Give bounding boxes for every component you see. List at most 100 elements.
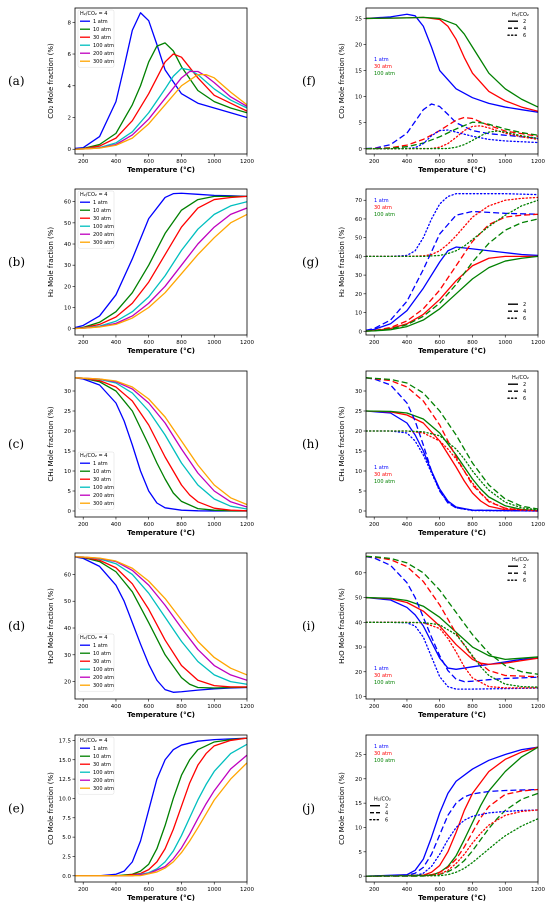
y-tick-label: 15.0 — [59, 758, 72, 764]
series-line-8 — [366, 621, 538, 688]
axes-frame — [365, 7, 539, 155]
legend-entry: 30 atm — [93, 216, 111, 222]
legend-entry: 30 atm — [93, 659, 111, 665]
panel-i: 200 400 600 800 1000 1200 10 20 30 40 50 60 Temperat… — [302, 552, 545, 719]
series-line-10-atm — [75, 556, 247, 689]
x-tick-label: 200 — [78, 704, 89, 710]
y-tick-label: 50 — [64, 599, 71, 605]
x-tick-label: 1000 — [498, 340, 512, 346]
x-axis-label: Temperature (°C) — [418, 347, 486, 355]
panel-letter: (f) — [302, 74, 316, 88]
legend-entry: 100 atm — [93, 224, 114, 230]
y-axis-label: CH₄ Mole fraction (%) — [47, 406, 55, 481]
legend-entry: 30 atm — [93, 35, 111, 41]
y-tick-label: 0.0 — [62, 874, 71, 880]
legend-entry: 10 atm — [93, 208, 111, 214]
x-tick-label: 600 — [143, 340, 154, 346]
series-line-6 — [366, 193, 538, 258]
series-line-2 — [366, 410, 538, 512]
y-tick-label: 15 — [64, 449, 71, 455]
y-tick-label: 30 — [355, 273, 362, 279]
pressure-label: 100 atm — [374, 758, 395, 764]
pressure-label: 30 atm — [374, 673, 392, 679]
x-axis-label: Temperature (°C) — [418, 894, 486, 902]
x-tick-label: 200 — [78, 159, 89, 165]
pressure-label: 100 atm — [374, 71, 395, 77]
panel-j: 200 400 600 800 1000 1200 0 5 10 15 20 25 Temperatur… — [302, 734, 545, 902]
series-group — [366, 13, 538, 150]
style-legend-entry: 6 — [523, 578, 526, 584]
style-legend-entry: 4 — [385, 811, 388, 817]
style-legend-entry: 6 — [523, 396, 526, 402]
y-tick-label: 0 — [68, 147, 72, 153]
series-group — [366, 377, 538, 512]
legend-title: H₂/CO₂ = 4 — [80, 738, 107, 744]
series-line-1 — [366, 410, 538, 512]
x-tick-label: 200 — [369, 522, 380, 528]
series-line-5 — [366, 121, 538, 150]
y-axis-label: H₂ Mole fraction (%) — [338, 227, 346, 298]
series-line-3 — [366, 556, 538, 683]
x-tick-label: 400 — [402, 522, 413, 528]
series-line-300-atm — [75, 556, 247, 676]
series-line-10-atm — [75, 377, 247, 512]
x-axis-label: Temperature (°C) — [127, 529, 195, 537]
x-tick-label: 400 — [402, 704, 413, 710]
x-tick-label: 1200 — [531, 522, 545, 528]
series-line-0 — [366, 246, 538, 332]
legend-entry: 200 atm — [93, 493, 114, 499]
panel-letter: (h) — [302, 437, 319, 451]
series-line-5 — [366, 377, 538, 510]
y-tick-label: 50 — [355, 596, 362, 602]
y-tick-label: 8 — [68, 20, 72, 26]
series-group — [366, 746, 538, 877]
y-tick-label: 50 — [355, 236, 362, 242]
panel-letter: (j) — [302, 802, 315, 816]
x-axis-label: Temperature (°C) — [418, 166, 486, 174]
series-line-1 — [366, 746, 538, 877]
panel-letter: (g) — [302, 255, 319, 269]
x-tick-label: 1000 — [498, 159, 512, 165]
series-line-5 — [366, 218, 538, 332]
axes-frame — [365, 734, 539, 883]
series-group — [366, 555, 538, 690]
x-tick-label: 1000 — [207, 159, 221, 165]
y-tick-label: 17.5 — [59, 738, 72, 744]
style-legend-entry: 2 — [523, 382, 526, 388]
y-tick-label: 40 — [64, 242, 71, 248]
x-tick-label: 1000 — [207, 522, 221, 528]
x-tick-label: 800 — [176, 159, 187, 165]
x-tick-label: 1200 — [531, 340, 545, 346]
series-line-3 — [366, 210, 538, 331]
y-tick-label: 0 — [359, 329, 363, 335]
x-tick-label: 1200 — [531, 159, 545, 165]
style-legend-title: H₂/CO₂ — [512, 375, 529, 381]
pressure-label: 30 atm — [374, 205, 392, 211]
legend-entry: 300 atm — [93, 786, 114, 792]
series-line-0 — [366, 13, 538, 113]
legend-entry: 1 atm — [93, 643, 108, 649]
legend-title: H₂/CO₂ = 4 — [80, 192, 107, 198]
y-tick-label: 40 — [64, 626, 71, 632]
legend-entry: 300 atm — [93, 59, 114, 65]
panel-a: 200 400 600 800 1000 1200 0 2 4 6 8 Temperature (°C… — [8, 7, 254, 174]
panel-letter: (c) — [8, 437, 24, 451]
series-line-300-atm — [75, 377, 247, 506]
style-legend-entry: 4 — [523, 26, 526, 32]
x-tick-label: 1200 — [531, 704, 545, 710]
series-line-0 — [366, 746, 538, 877]
pressure-label: 30 atm — [374, 751, 392, 757]
legend-entry: 1 atm — [93, 461, 108, 467]
style-legend-title: H₂/CO₂ — [512, 12, 529, 18]
y-tick-label: 60 — [355, 217, 362, 223]
x-tick-label: 600 — [434, 522, 445, 528]
axes-frame — [365, 370, 539, 518]
series-line-4 — [366, 116, 538, 150]
style-legend-entry: 4 — [523, 571, 526, 577]
y-tick-label: 20 — [355, 43, 362, 49]
style-legend-entry: 2 — [385, 804, 388, 810]
legend-entry: 100 atm — [93, 485, 114, 491]
legend-entry: 1 atm — [93, 200, 108, 206]
style-legend-title: H₂/CO₂ — [512, 557, 529, 563]
